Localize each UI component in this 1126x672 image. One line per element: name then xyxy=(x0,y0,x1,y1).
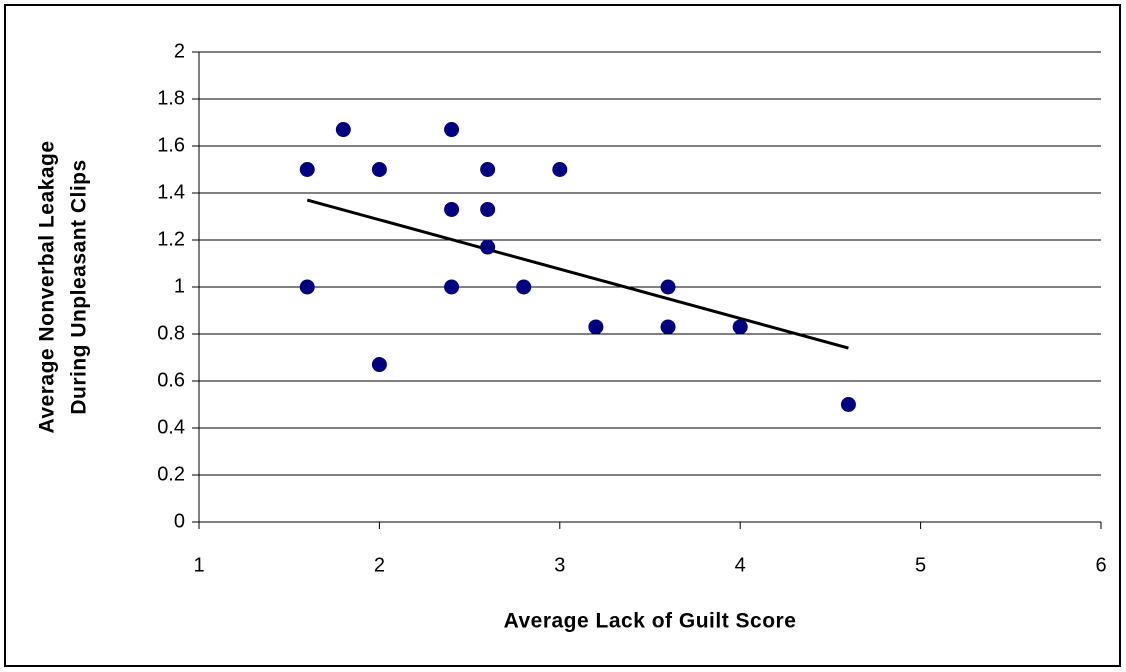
x-tick-label: 6 xyxy=(1095,554,1106,576)
point xyxy=(480,162,496,177)
x-tick-label: 1 xyxy=(193,554,204,576)
y-tick-label: 0.2 xyxy=(157,463,185,485)
y-tick-label: 1.6 xyxy=(157,134,185,156)
point xyxy=(660,319,676,335)
y-tick-label: 1 xyxy=(174,275,185,297)
y-tick-label: 2 xyxy=(174,40,185,62)
point xyxy=(444,122,460,138)
y-tick-label: 0.4 xyxy=(157,416,185,438)
point xyxy=(516,279,532,295)
point xyxy=(299,162,315,177)
point xyxy=(588,319,604,335)
y-tick-label: 1.8 xyxy=(157,87,185,109)
point xyxy=(552,162,568,177)
point xyxy=(444,201,460,217)
point xyxy=(299,279,315,295)
point xyxy=(732,319,748,335)
point xyxy=(371,357,387,373)
point xyxy=(371,162,387,177)
point xyxy=(840,397,856,412)
y-axis-title: Average Nonverbal Leakage xyxy=(36,140,59,433)
y-tick-label: 0.8 xyxy=(157,322,185,344)
point xyxy=(444,279,460,295)
y-tick-label: 0 xyxy=(174,510,185,532)
x-tick-label: 4 xyxy=(735,554,746,576)
point xyxy=(480,239,496,255)
point xyxy=(335,122,351,138)
y-axis-title: During Unpleasant Clips xyxy=(68,159,91,414)
y-tick-label: 1.4 xyxy=(157,181,185,203)
point xyxy=(480,201,496,217)
trend-line xyxy=(306,198,849,350)
x-tick-label: 2 xyxy=(374,554,385,576)
x-tick-label: 3 xyxy=(554,554,565,576)
x-tick-label: 5 xyxy=(915,554,926,576)
y-tick-label: 0.6 xyxy=(157,369,185,391)
chart-border xyxy=(4,4,1121,667)
y-tick-label: 1.2 xyxy=(157,228,185,250)
point xyxy=(660,279,676,295)
x-axis-title: Average Lack of Guilt Score xyxy=(504,610,797,633)
